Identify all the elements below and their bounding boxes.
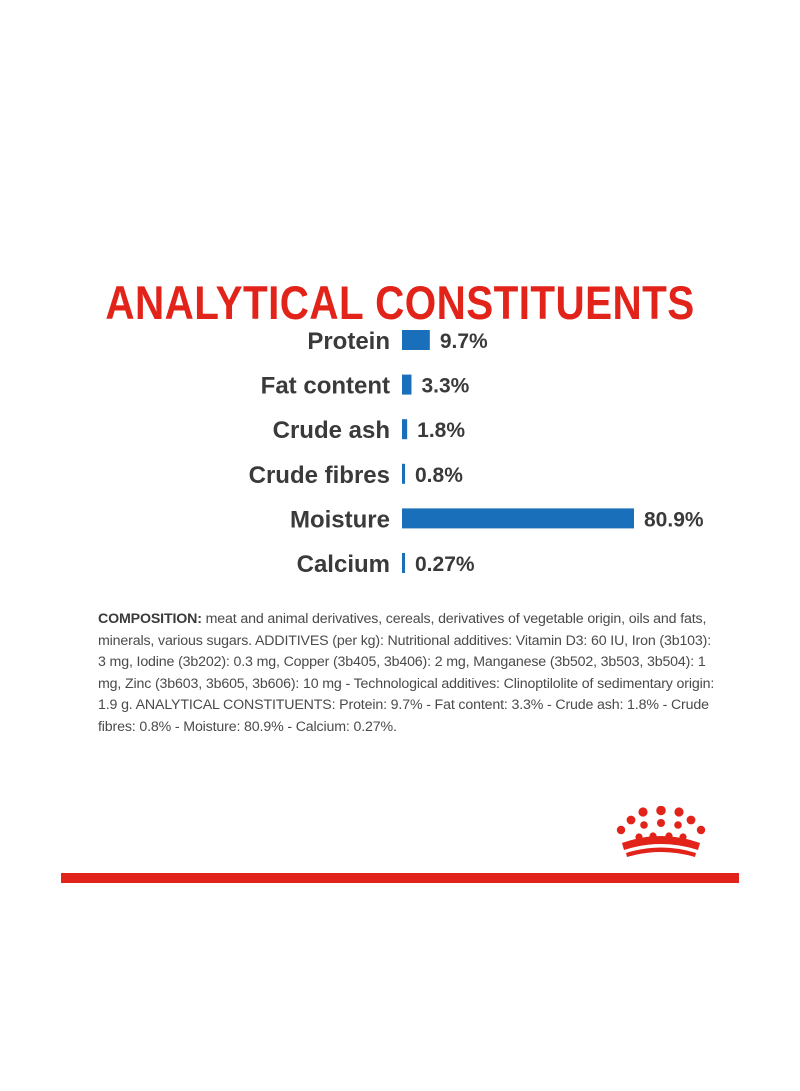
- chart-category-label-calcium: Calcium: [297, 551, 390, 578]
- chart-category-label-protein: Protein: [307, 328, 390, 355]
- chart-bar-fat-content: [402, 374, 412, 395]
- composition-heading: COMPOSITION:: [98, 611, 202, 627]
- chart-category-label-fat-content: Fat content: [261, 373, 390, 400]
- page-title: ANALYTICAL CONSTITUENTS: [105, 276, 695, 330]
- crown-logo-icon: [616, 806, 706, 857]
- chart-value-label-calcium: 0.27%: [415, 553, 475, 576]
- chart-bar-crude-ash: [402, 419, 408, 440]
- chart-value-label-crude-ash: 1.8%: [417, 419, 465, 442]
- chart-value-label-protein: 9.7%: [440, 330, 488, 353]
- chart-value-label-fat-content: 3.3%: [421, 375, 469, 398]
- bottom-divider: [61, 873, 739, 883]
- chart-value-label-crude-fibres: 0.8%: [415, 464, 463, 487]
- composition-text: meat and animal derivatives, cereals, de…: [98, 611, 715, 735]
- chart-category-label-crude-fibres: Crude fibres: [249, 462, 390, 489]
- chart-category-label-moisture: Moisture: [290, 506, 390, 533]
- chart-bar-crude-fibres: [402, 463, 405, 484]
- chart-category-label-crude-ash: Crude ash: [273, 417, 390, 444]
- chart-value-label-moisture: 80.9%: [644, 508, 704, 531]
- chart-bar-calcium: [402, 553, 405, 573]
- chart-bar-moisture: [402, 508, 634, 529]
- composition-paragraph: COMPOSITION: meat and animal derivatives…: [98, 609, 716, 739]
- chart-bar-protein: [402, 330, 430, 350]
